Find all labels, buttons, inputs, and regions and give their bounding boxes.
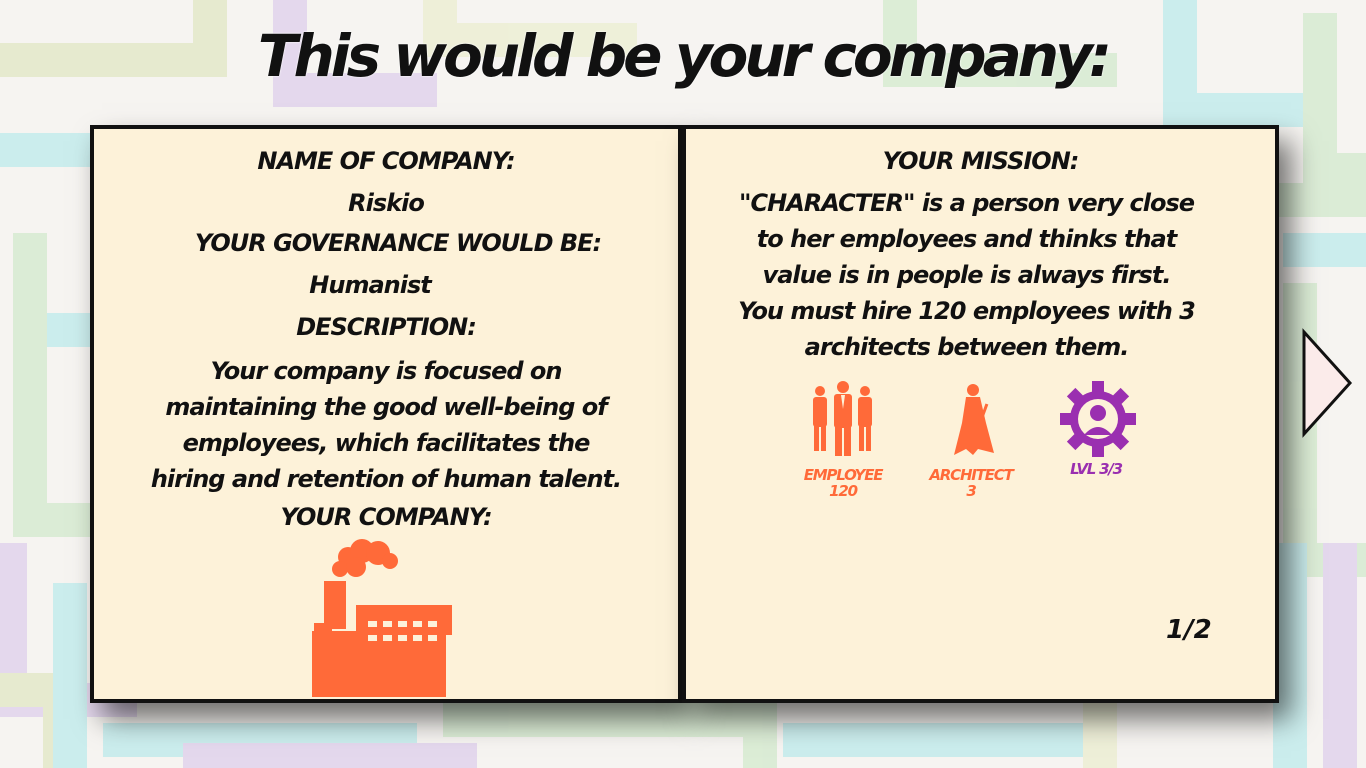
- governance-value: Humanist: [309, 271, 431, 299]
- requirement-architect: ARCHITECT 3: [916, 381, 1026, 501]
- architect-label: ARCHITECT: [929, 466, 1013, 484]
- level-gear-icon: [1060, 381, 1136, 457]
- architect-count: 3: [966, 482, 976, 500]
- mission-line: to her employees and thinks that: [756, 225, 1177, 253]
- mission-label: YOUR MISSION:: [882, 147, 1080, 175]
- description-line: employees, which facilitates the: [182, 429, 591, 457]
- page-indicator: 1/2: [1166, 615, 1212, 645]
- description-label: DESCRIPTION:: [296, 313, 477, 341]
- mission-line: You must hire 120 employees with 3: [738, 297, 1196, 325]
- page-title: This would be your company:: [257, 22, 1112, 90]
- governance-label: YOUR GOVERNANCE WOULD BE:: [194, 229, 602, 257]
- company-name-label: NAME OF COMPANY:: [257, 147, 515, 175]
- company-name-value: Riskio: [348, 189, 425, 217]
- mission-line: architects between them.: [804, 333, 1130, 361]
- your-company-label: YOUR COMPANY:: [280, 503, 492, 531]
- factory-icon: [312, 539, 452, 697]
- description-line: Your company is focused on: [210, 357, 562, 385]
- mission-panel: YOUR MISSION: "CHARACTER" is a person ve…: [682, 125, 1279, 703]
- description-line: hiring and retention of human talent.: [150, 465, 622, 493]
- next-arrow-button[interactable]: [1300, 328, 1354, 438]
- architect-icon: [954, 384, 994, 455]
- level-label: LVL 3/3: [1070, 460, 1123, 478]
- company-panel: NAME OF COMPANY: Riskio YOUR GOVERNANCE …: [90, 125, 682, 703]
- employee-label: EMPLOYEE: [803, 466, 884, 484]
- employees-icon: [813, 381, 872, 456]
- description-line: maintaining the good well-being of: [165, 393, 607, 421]
- requirement-employees: EMPLOYEE 120: [784, 381, 902, 501]
- requirement-level: LVL 3/3: [1046, 381, 1146, 481]
- employee-count: 120: [829, 482, 858, 500]
- mission-line: value is in people is always first.: [762, 261, 1172, 289]
- mission-line: "CHARACTER" is a person very close: [739, 189, 1195, 217]
